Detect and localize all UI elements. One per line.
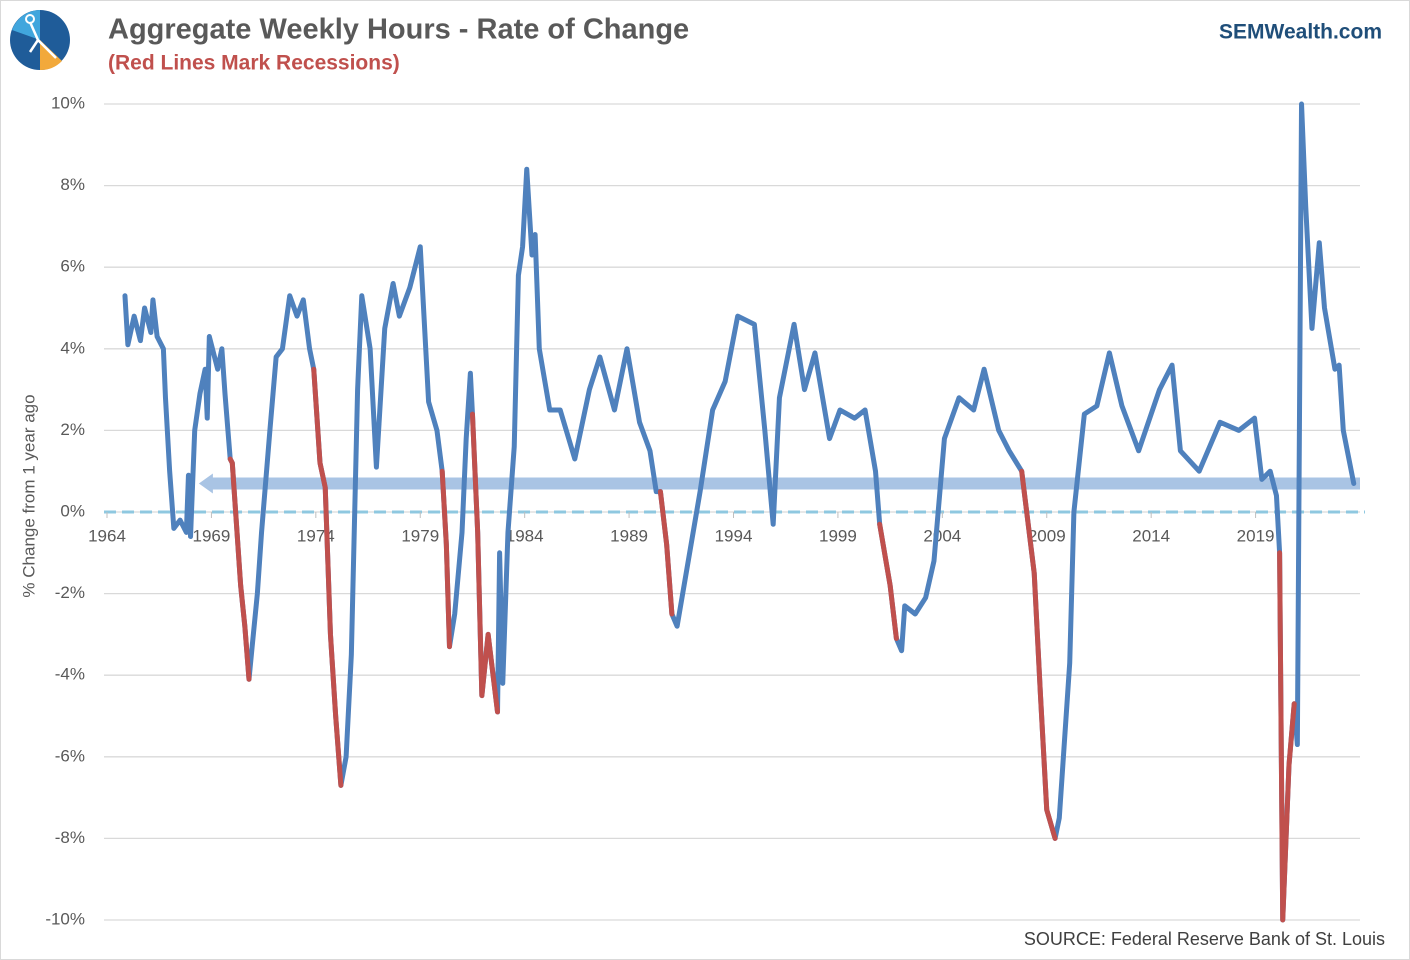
y-tick-label: 0%	[60, 501, 85, 520]
x-tick-label: 2019	[1237, 526, 1275, 545]
chart-subtitle: (Red Lines Mark Recessions)	[108, 52, 400, 75]
logo	[10, 10, 70, 71]
x-tick-label: 1964	[88, 526, 126, 545]
plot-area	[122, 101, 1357, 923]
y-tick-label: -10%	[45, 909, 85, 928]
y-tick-label: 4%	[60, 338, 85, 357]
x-tick-label: 2009	[1028, 526, 1066, 545]
y-axis-label: % Change from 1 year ago	[19, 394, 38, 597]
y-tick-label: 10%	[51, 93, 85, 112]
y-tick-label: 6%	[60, 257, 85, 276]
y-tick-label: -4%	[55, 665, 85, 684]
x-tick-label: 1994	[715, 526, 753, 545]
x-tick-label: 1989	[610, 526, 648, 545]
y-tick-label: -8%	[55, 828, 85, 847]
chart-title: Aggregate Weekly Hours - Rate of Change	[108, 14, 689, 46]
y-tick-label: 2%	[60, 420, 85, 439]
series-line	[227, 366, 1297, 923]
x-tick-label: 1969	[193, 526, 231, 545]
x-tick-label: 1984	[506, 526, 544, 545]
x-tick-label: 1999	[819, 526, 857, 545]
y-tick-label: 8%	[60, 175, 85, 194]
brand: SEMWealth.com	[1219, 21, 1382, 44]
x-tick-label: 2014	[1132, 526, 1170, 545]
y-tick-label: -2%	[55, 583, 85, 602]
x-tick-label: 1979	[401, 526, 439, 545]
level-arrow	[198, 473, 1360, 494]
x-tick-label: 2004	[923, 526, 961, 545]
y-tick-label: -6%	[55, 746, 85, 765]
source: SOURCE: Federal Reserve Bank of St. Loui…	[1024, 929, 1385, 949]
